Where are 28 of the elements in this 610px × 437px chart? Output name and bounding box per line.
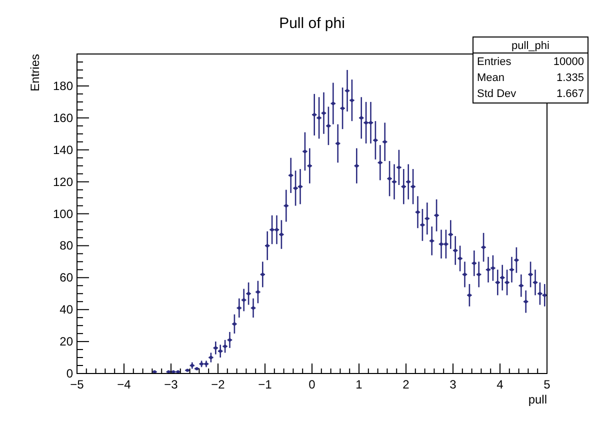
statistics-box: pull_phi Entries 10000 Mean 1.335 Std Dev 1.667: [472, 36, 588, 104]
x-tick-label: 5: [544, 378, 551, 392]
y-tick-label: 140: [52, 142, 74, 157]
chart-title: Pull of phi: [279, 15, 345, 32]
annotation: Mean: [477, 72, 505, 84]
y-tick-label: 80: [60, 238, 74, 253]
y-axis-title: Entries: [28, 54, 42, 92]
y-tick-label: 20: [60, 334, 74, 349]
x-tick-label: −1: [258, 378, 272, 392]
x-tick-label: −4: [117, 378, 132, 392]
x-tick-label: −5: [70, 378, 84, 392]
x-axis-title: pull: [528, 392, 547, 406]
x-tick-label: −3: [164, 378, 178, 392]
x-tick-label: −2: [211, 378, 226, 392]
annotation: Std Dev: [477, 88, 517, 100]
y-tick-label: 160: [52, 110, 74, 125]
y-tick-label: 0: [66, 366, 74, 380]
x-tick-label: 4: [496, 378, 504, 392]
y-tick-label: 120: [52, 174, 74, 189]
annotation: Entries: [477, 56, 512, 68]
x-tick-label: 1: [356, 378, 363, 392]
x-tick-label: 2: [402, 378, 410, 392]
y-tick-label: 100: [52, 206, 74, 221]
y-tick-label: 180: [52, 78, 74, 93]
x-tick-label: 3: [450, 378, 457, 392]
y-tick-label: 60: [60, 270, 74, 285]
x-tick-label: 0: [308, 378, 316, 392]
y-tick-label: 40: [60, 302, 74, 317]
